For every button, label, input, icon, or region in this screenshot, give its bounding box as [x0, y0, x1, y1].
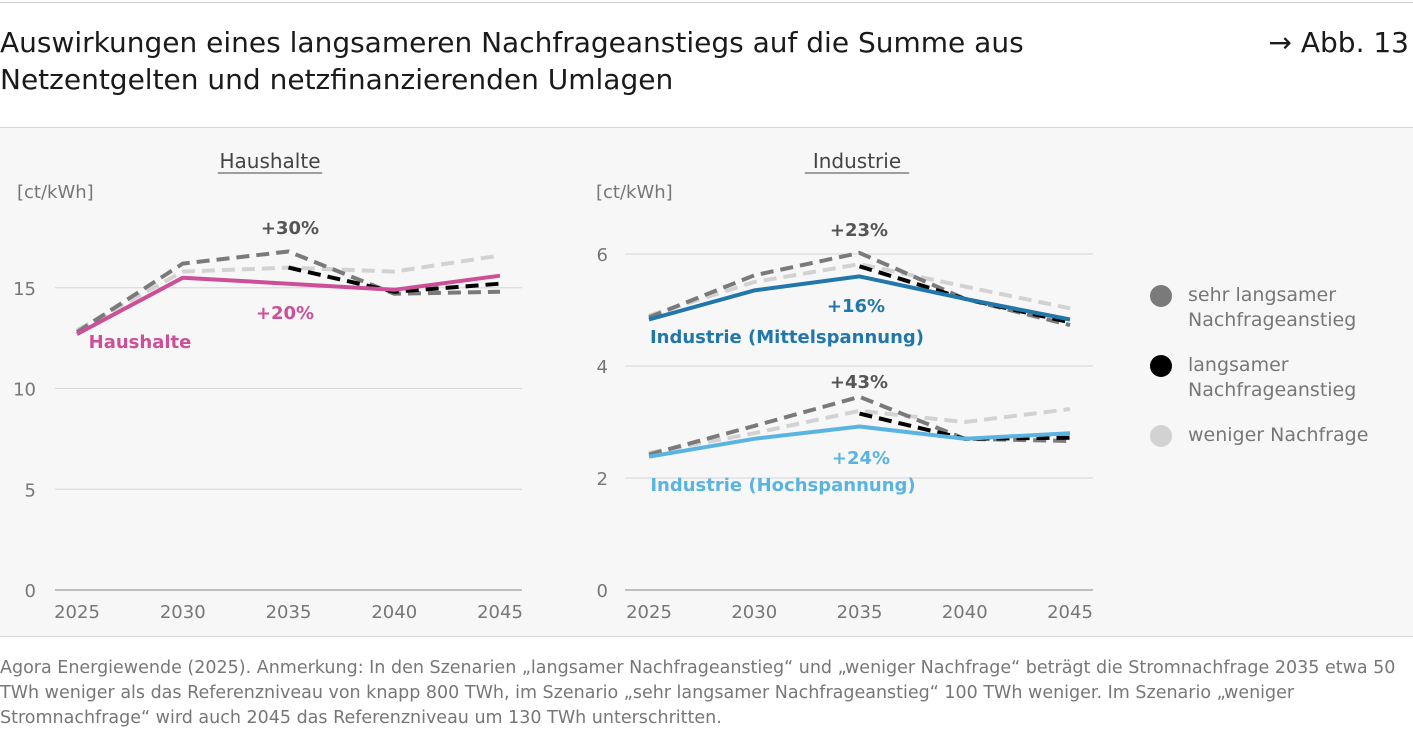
x-tick-label: 2025 — [54, 602, 100, 623]
y-tick-label: 0 — [25, 581, 36, 602]
legend-item: weniger Nachfrage — [1150, 423, 1410, 493]
change-annotation: +43% — [830, 372, 888, 393]
y-axis-unit-label: [ct/kWh] — [17, 182, 94, 203]
change-annotation: +30% — [261, 218, 319, 239]
y-axis-unit-label: [ct/kWh] — [596, 182, 673, 203]
series-line-sehr-langsamer-nachfrageanstieg — [75, 249, 501, 334]
x-tick-label: 2045 — [1047, 602, 1093, 623]
legend-item: langsamer Nachfrageanstieg — [1150, 353, 1410, 423]
page-title: Auswirkungen eines langsameren Nachfrage… — [0, 26, 1024, 96]
x-tick-label: 2030 — [731, 602, 777, 623]
x-tick-label: 2025 — [626, 602, 672, 623]
y-tick-label: 0 — [597, 581, 608, 602]
x-tick-label: 2040 — [371, 602, 417, 623]
series-label: Industrie (Mittelspannung) — [650, 327, 924, 348]
series-label: Industrie (Hochspannung) — [650, 475, 915, 496]
change-annotation: +16% — [827, 296, 885, 317]
x-tick-label: 2035 — [266, 602, 312, 623]
series-label: Haushalte — [89, 332, 192, 353]
legend-label: sehr langsamer Nachfrageanstieg — [1188, 284, 1357, 331]
change-annotation: +20% — [256, 303, 314, 324]
legend-label: langsamer Nachfrageanstieg — [1188, 354, 1357, 401]
legend-dot-light-gray — [1150, 425, 1172, 447]
chart-title: Industrie — [813, 149, 901, 173]
chart-panel: Haushalte [ct/kWh] 0 5 10 15 2025 2030 2035 2040 2… — [0, 127, 1413, 637]
series-line-langsamer-nachfrageanstieg — [288, 265, 501, 294]
y-tick-label: 2 — [597, 469, 608, 490]
legend-label: weniger Nachfrage — [1188, 424, 1369, 446]
series-line-industrie-hochspannung — [648, 424, 1071, 459]
series-line-industrie-mittelspannung — [648, 274, 1071, 322]
y-tick-label: 5 — [25, 480, 36, 501]
change-annotation: +23% — [830, 220, 888, 241]
y-tick-label: 10 — [13, 380, 36, 401]
change-annotation: +24% — [832, 448, 890, 469]
source-note: Agora Energiewende (2025). Anmerkung: In… — [0, 658, 1396, 728]
legend-dot-dark-gray — [1150, 285, 1172, 307]
charts-svg: Haushalte [ct/kWh] 0 5 10 15 2025 2030 2035 2040 2… — [13, 149, 1093, 623]
x-tick-label: 2030 — [160, 602, 206, 623]
y-tick-label: 15 — [13, 279, 36, 300]
x-tick-label: 2045 — [477, 602, 523, 623]
figure-reference: → Abb. 13 — [1268, 26, 1410, 59]
top-rule — [0, 2, 1413, 3]
series-line-weniger-nachfrage — [648, 407, 1071, 455]
y-tick-label: 4 — [597, 357, 608, 378]
x-tick-label: 2035 — [837, 602, 883, 623]
series-line-haushalte — [76, 273, 501, 336]
series-line-weniger-nachfrage — [648, 262, 1071, 318]
legend-dot-black — [1150, 355, 1172, 377]
x-tick-label: 2040 — [942, 602, 988, 623]
chart-title: Haushalte — [219, 149, 320, 173]
legend-item: sehr langsamer Nachfrageanstieg — [1150, 283, 1410, 353]
y-tick-label: 6 — [597, 245, 608, 266]
legend: sehr langsamer Nachfrageanstieg langsame… — [1150, 283, 1410, 493]
